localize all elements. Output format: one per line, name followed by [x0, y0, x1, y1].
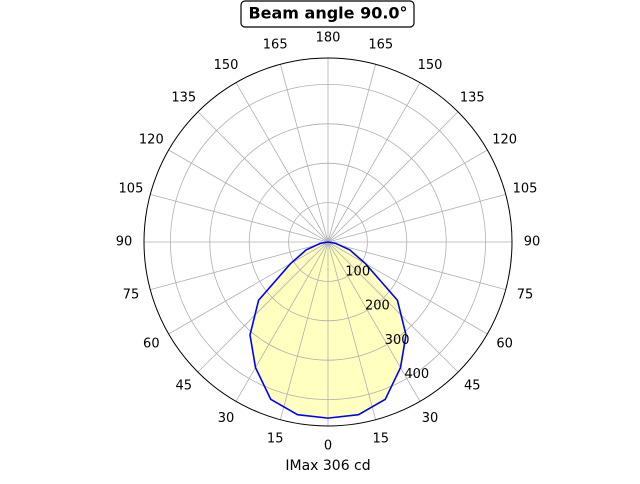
grid-spoke — [197, 241, 329, 373]
angle-tick-label: 135 — [171, 90, 196, 105]
grid-spoke — [327, 82, 421, 243]
title-box — [240, 0, 415, 28]
grid-spoke — [279, 241, 329, 420]
beam-line — [249, 241, 407, 419]
grid-spoke — [327, 241, 506, 291]
angle-tick-label: 120 — [139, 133, 164, 148]
angle-tick-label: 105 — [513, 182, 538, 197]
grid-spoke — [327, 193, 506, 243]
grid-spoke — [168, 149, 329, 243]
angle-tick-label: 180 — [316, 31, 341, 46]
radial-tick-label: 100 — [345, 265, 370, 280]
angle-tick-label: 150 — [418, 58, 443, 73]
x-axis-label: IMax 306 cd — [285, 458, 370, 474]
grid-spoke — [327, 241, 488, 335]
radial-tick-label: 200 — [365, 299, 390, 314]
radial-tick-label: 400 — [404, 367, 429, 382]
grid-spoke — [150, 241, 329, 291]
grid-spoke — [235, 82, 329, 243]
grid-spoke — [235, 241, 329, 402]
angle-tick-label: 105 — [119, 182, 144, 197]
outer-frame — [143, 57, 513, 427]
angle-tick-label: 120 — [492, 133, 517, 148]
angle-tick-label: 75 — [517, 287, 534, 302]
angle-tick-label: 90 — [116, 235, 133, 250]
angle-tick-label: 60 — [496, 337, 513, 352]
angle-tick-label: 165 — [263, 37, 288, 52]
radial-tick-label: 300 — [385, 333, 410, 348]
angle-tick-label: 165 — [368, 37, 393, 52]
grid-spoke — [327, 241, 421, 402]
grid-spoke — [150, 193, 329, 243]
angle-tick-label: 15 — [373, 432, 390, 447]
angle-tick-label: 15 — [267, 432, 284, 447]
angle-tick-label: 30 — [422, 411, 439, 426]
chart-title: Beam angle 90.0° — [248, 4, 407, 23]
grid-spoke — [327, 149, 488, 243]
grid-spoke — [279, 64, 329, 243]
grid-spoke — [327, 241, 377, 420]
angle-tick-label: 135 — [460, 90, 485, 105]
grid-spoke — [327, 241, 459, 373]
angle-tick-label: 45 — [464, 379, 481, 394]
grid-spoke — [168, 241, 329, 335]
angle-tick-label: 90 — [524, 235, 541, 250]
angle-tick-label: 150 — [214, 58, 239, 73]
angle-tick-label: 45 — [175, 379, 192, 394]
grid-spoke — [197, 111, 329, 243]
grid-spoke — [327, 111, 459, 243]
angle-tick-label: 60 — [143, 337, 160, 352]
angle-tick-label: 30 — [218, 411, 235, 426]
angle-tick-label: 75 — [123, 287, 140, 302]
grid-spoke — [327, 64, 377, 243]
angle-tick-label: 0 — [324, 439, 332, 454]
